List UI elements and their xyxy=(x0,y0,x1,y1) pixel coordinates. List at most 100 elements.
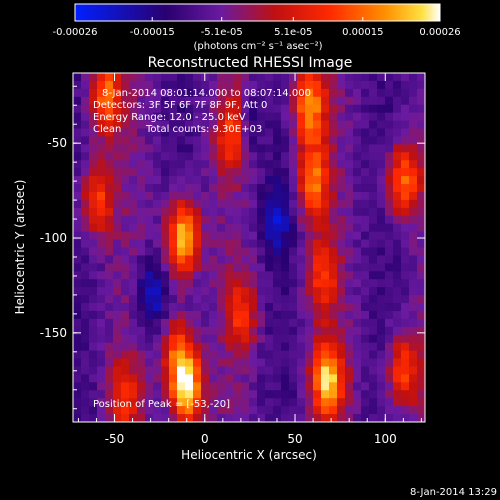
heatmap-cell xyxy=(233,366,242,376)
heatmap-cell xyxy=(393,239,402,249)
heatmap-cell xyxy=(297,176,306,185)
heatmap-cell xyxy=(161,231,170,241)
heatmap-cell xyxy=(249,334,258,344)
heatmap-cell xyxy=(89,73,98,82)
heatmap-cell xyxy=(369,73,378,82)
heatmap-cell xyxy=(113,310,122,320)
heatmap-cell xyxy=(409,191,418,201)
heatmap-cell xyxy=(97,287,106,296)
heatmap-cell xyxy=(193,80,202,90)
heatmap-cell xyxy=(185,271,194,280)
heatmap-cell xyxy=(209,287,218,296)
heatmap-cell xyxy=(153,334,162,344)
heatmap-cell xyxy=(329,358,338,368)
heatmap-cell xyxy=(81,366,90,376)
heatmap-cell xyxy=(305,104,314,114)
heatmap-cell xyxy=(89,271,98,280)
heatmap-cell xyxy=(265,112,274,122)
heatmap-cell xyxy=(209,191,218,201)
heatmap-cell xyxy=(345,247,354,257)
heatmap-cell xyxy=(153,168,162,177)
heatmap-cell xyxy=(209,374,218,383)
heatmap-cell xyxy=(153,326,162,336)
heatmap-cell xyxy=(369,303,378,312)
heatmap-cell xyxy=(281,279,290,288)
heatmap-cell xyxy=(361,73,370,82)
heatmap-cell xyxy=(257,263,266,272)
heatmap-cell xyxy=(73,334,82,344)
heatmap-cell xyxy=(81,215,90,225)
heatmap-cell xyxy=(297,263,306,272)
heatmap-cell xyxy=(161,334,170,344)
heatmap-cell xyxy=(233,128,242,138)
heatmap-cell xyxy=(185,152,194,161)
heatmap-cell xyxy=(417,184,425,193)
heatmap-cell xyxy=(297,279,306,288)
heatmap-cell xyxy=(105,239,114,249)
heatmap-cell xyxy=(265,358,274,368)
heatmap-cell xyxy=(137,358,146,368)
heatmap-cell xyxy=(345,271,354,280)
heatmap-cell xyxy=(369,112,378,122)
heatmap-cell xyxy=(209,406,218,415)
heatmap-cell xyxy=(385,295,394,304)
heatmap-cell xyxy=(249,414,258,422)
heatmap-cell xyxy=(289,263,298,272)
heatmap-cell xyxy=(361,128,370,138)
heatmap-cell xyxy=(241,80,250,90)
heatmap-cell xyxy=(281,295,290,304)
heatmap-cell xyxy=(169,207,178,217)
heatmap-cell xyxy=(297,342,306,352)
heatmap-cell xyxy=(401,414,410,422)
heatmap-cell xyxy=(73,73,82,82)
heatmap-cell xyxy=(169,334,178,344)
heatmap-cell xyxy=(393,279,402,288)
heatmap-cell xyxy=(289,342,298,352)
heatmap-cell xyxy=(401,295,410,304)
heatmap-cell xyxy=(305,303,314,312)
heatmap-cell xyxy=(289,287,298,296)
heatmap-cell xyxy=(281,303,290,312)
heatmap-cell xyxy=(377,247,386,257)
heatmap-cell xyxy=(417,80,425,90)
heatmap-cell xyxy=(329,374,338,383)
heatmap-cell xyxy=(409,239,418,249)
heatmap-cell xyxy=(81,247,90,257)
heatmap-cell xyxy=(89,255,98,264)
heatmap-cell xyxy=(353,271,362,280)
heatmap-cell xyxy=(217,152,226,161)
heatmap-cell xyxy=(297,414,306,422)
heatmap-cell xyxy=(417,207,425,217)
heatmap-cell xyxy=(257,366,266,376)
heatmap-cell xyxy=(417,398,425,407)
heatmap-cell xyxy=(161,406,170,415)
heatmap-cell xyxy=(321,231,330,241)
heatmap-cell xyxy=(257,191,266,201)
heatmap-cell xyxy=(249,255,258,264)
heatmap-cell xyxy=(169,215,178,225)
heatmap-cell xyxy=(361,334,370,344)
heatmap-cell xyxy=(81,374,90,383)
heatmap-cell xyxy=(313,414,322,422)
heatmap-cell xyxy=(233,414,242,422)
heatmap-cell xyxy=(185,160,194,169)
heatmap-cell xyxy=(113,406,122,415)
heatmap-cell xyxy=(121,176,130,185)
heatmap-cell xyxy=(385,342,394,352)
heatmap-cell xyxy=(137,239,146,249)
heatmap-cell xyxy=(321,342,330,352)
peak-position-label: Position of Peak = [-53,-20] xyxy=(93,399,230,410)
heatmap-cell xyxy=(329,239,338,249)
heatmap-cell xyxy=(297,295,306,304)
heatmap-cell xyxy=(337,128,346,138)
heatmap-cell xyxy=(137,223,146,233)
heatmap-cell xyxy=(177,255,186,264)
heatmap-cell xyxy=(257,104,266,114)
heatmap-cell xyxy=(97,73,106,82)
heatmap-cell xyxy=(89,318,98,328)
heatmap-cell xyxy=(121,342,130,352)
heatmap-cell xyxy=(137,80,146,90)
heatmap-cell xyxy=(193,398,202,407)
heatmap-cell xyxy=(161,96,170,106)
heatmap-cell xyxy=(393,112,402,122)
